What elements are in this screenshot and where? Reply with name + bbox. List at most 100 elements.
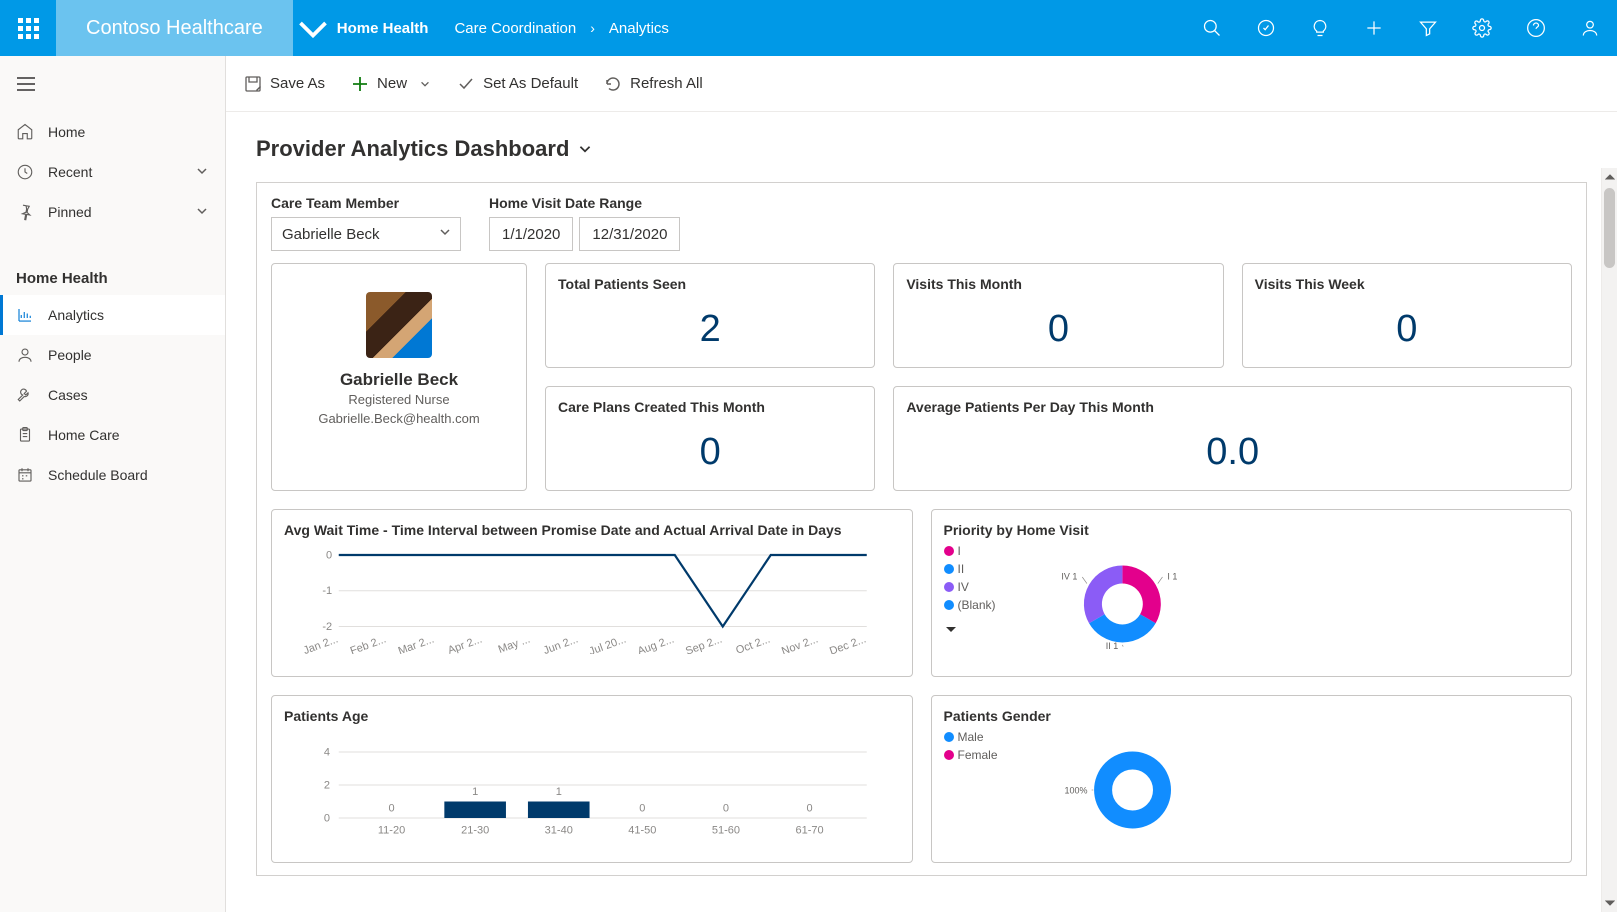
breadcrumb-analytics[interactable]: Analytics: [609, 20, 669, 37]
chevron-down-icon[interactable]: [577, 141, 593, 157]
svg-text:Jul 20...: Jul 20...: [587, 633, 627, 654]
refresh-button[interactable]: Refresh All: [604, 75, 703, 93]
bar-chart: 024011-20121-30131-40041-50051-60061-70: [284, 730, 900, 840]
avatar: [366, 292, 432, 358]
filter-member-label: Care Team Member: [271, 195, 461, 211]
home-icon: [16, 123, 34, 141]
hamburger-icon: [16, 76, 36, 92]
set-default-label: Set As Default: [483, 75, 578, 92]
account-button[interactable]: [1563, 0, 1617, 56]
metric-avg-patients: Average Patients Per Day This Month 0.0: [893, 386, 1572, 491]
sidebar: Home Recent Pinned Home Health AnalyticsPe…: [0, 56, 226, 912]
set-default-button[interactable]: Set As Default: [457, 75, 578, 93]
chevron-down-icon: [438, 225, 452, 239]
help-button[interactable]: [1509, 0, 1563, 56]
sidebar-item-label: Home Care: [48, 427, 120, 443]
legend-item: (Blank): [944, 598, 996, 612]
filter-button[interactable]: [1401, 0, 1455, 56]
svg-text:IV 1: IV 1: [1061, 571, 1077, 581]
sidebar-toggle[interactable]: [0, 56, 225, 112]
donut-chart: I 1II 1IV 1: [1016, 544, 1196, 664]
chevron-down-icon: [293, 8, 333, 48]
command-bar: Save As New Set As Default Refresh All: [226, 56, 1617, 112]
svg-text:41-50: 41-50: [628, 824, 656, 836]
search-button[interactable]: [1185, 0, 1239, 56]
analytics-icon: [16, 306, 34, 324]
svg-text:61-70: 61-70: [795, 824, 823, 836]
member-dropdown-value: Gabrielle Beck: [282, 226, 380, 243]
new-button[interactable]: New: [351, 75, 431, 93]
sidebar-section-title: Home Health: [0, 258, 225, 295]
target-icon: [1256, 18, 1276, 38]
search-icon: [1202, 18, 1222, 38]
svg-text:1: 1: [472, 786, 478, 798]
add-button[interactable]: [1347, 0, 1401, 56]
svg-text:Jun 2...: Jun 2...: [542, 633, 580, 654]
svg-text:Mar 2...: Mar 2...: [397, 633, 436, 654]
person-icon: [16, 346, 34, 364]
scroll-down-arrow[interactable]: [1602, 894, 1617, 912]
dashboard-title: Provider Analytics Dashboard: [256, 136, 569, 162]
checkmark-icon: [457, 75, 475, 93]
sidebar-item-home-care[interactable]: Home Care: [0, 415, 225, 455]
filter-date-label: Home Visit Date Range: [489, 195, 680, 211]
sidebar-item-analytics[interactable]: Analytics: [0, 295, 225, 335]
sidebar-item-people[interactable]: People: [0, 335, 225, 375]
gender-chart: Patients Gender MaleFemale 100%: [931, 695, 1573, 863]
sidebar-item-label: Home: [48, 124, 85, 140]
gear-icon: [1472, 18, 1492, 38]
task-button[interactable]: [1239, 0, 1293, 56]
wait-time-chart: Avg Wait Time - Time Interval between Pr…: [271, 509, 913, 677]
sidebar-item-pinned[interactable]: Pinned: [0, 192, 225, 232]
member-dropdown[interactable]: Gabrielle Beck: [271, 217, 461, 251]
profile-role: Registered Nurse: [348, 392, 449, 407]
sidebar-item-recent[interactable]: Recent: [0, 152, 225, 192]
sidebar-item-cases[interactable]: Cases: [0, 375, 225, 415]
svg-text:0: 0: [806, 802, 812, 814]
scrollbar[interactable]: [1601, 168, 1617, 912]
scroll-up-arrow[interactable]: [1602, 168, 1617, 186]
metric-total-patients: Total Patients Seen 2: [545, 263, 875, 368]
sidebar-item-schedule-board[interactable]: Schedule Board: [0, 455, 225, 495]
age-chart: Patients Age 024011-20121-30131-40041-50…: [271, 695, 913, 863]
svg-text:0: 0: [388, 802, 394, 814]
ideas-button[interactable]: [1293, 0, 1347, 56]
svg-text:Jan 2...: Jan 2...: [302, 633, 340, 654]
refresh-icon: [604, 75, 622, 93]
lightbulb-icon: [1310, 18, 1330, 38]
svg-text:1: 1: [556, 786, 562, 798]
svg-text:Dec 2...: Dec 2...: [828, 633, 868, 654]
sidebar-item-label: Pinned: [48, 204, 92, 220]
svg-text:Apr 2...: Apr 2...: [446, 633, 483, 654]
breadcrumb-care-coordination[interactable]: Care Coordination: [454, 20, 576, 37]
profile-name: Gabrielle Beck: [340, 370, 458, 390]
date-from-input[interactable]: 1/1/2020: [489, 217, 573, 251]
date-to-input[interactable]: 12/31/2020: [579, 217, 680, 251]
nav-area[interactable]: Home Health: [337, 20, 429, 37]
line-chart: 0-1-2Jan 2...Feb 2...Mar 2...Apr 2...May…: [284, 544, 900, 654]
svg-text:31-40: 31-40: [545, 824, 573, 836]
svg-text:Sep 2...: Sep 2...: [684, 633, 724, 654]
legend-more-button[interactable]: [944, 624, 996, 638]
area-switcher-chevron[interactable]: [293, 8, 333, 48]
svg-text:II 1: II 1: [1105, 641, 1118, 651]
svg-text:21-30: 21-30: [461, 824, 489, 836]
legend-item: Female: [944, 748, 998, 762]
donut-chart: 100%: [1018, 730, 1198, 850]
wrench-icon: [16, 386, 34, 404]
metric-visits-week: Visits This Week 0: [1242, 263, 1572, 368]
svg-text:-2: -2: [322, 621, 332, 633]
svg-text:51-60: 51-60: [712, 824, 740, 836]
plus-icon: [1364, 18, 1384, 38]
sidebar-item-home[interactable]: Home: [0, 112, 225, 152]
dashboard-panel: Care Team Member Gabrielle Beck Home Vis…: [256, 182, 1587, 876]
app-name[interactable]: Contoso Healthcare: [56, 0, 293, 56]
settings-button[interactable]: [1455, 0, 1509, 56]
profile-email: Gabrielle.Beck@health.com: [318, 411, 479, 426]
scrollbar-thumb[interactable]: [1604, 188, 1615, 268]
save-as-icon: [244, 75, 262, 93]
app-launcher-button[interactable]: [0, 0, 56, 56]
legend-item: II: [944, 562, 996, 576]
save-as-button[interactable]: Save As: [244, 75, 325, 93]
svg-text:0: 0: [723, 802, 729, 814]
